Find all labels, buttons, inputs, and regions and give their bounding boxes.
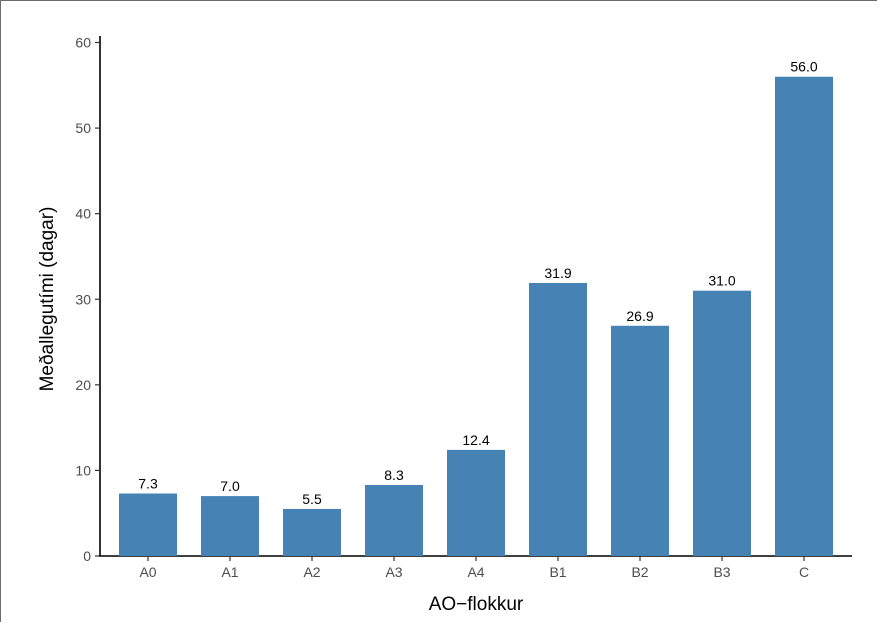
bar-a3: [365, 484, 423, 556]
x-tick-label: A0: [139, 564, 156, 580]
x-tick-label: A3: [385, 564, 402, 580]
bar-c: [775, 76, 833, 556]
x-axis: A0 A1 A2 A3 A4 B1 B2 B3 C: [99, 555, 852, 580]
data-label-a4: 12.4: [462, 432, 489, 448]
bar-a2: [283, 508, 341, 556]
data-labels: 7.3 7.0 5.5 8.3 12.4 31.9 26.9 31.0 56.0: [138, 59, 818, 507]
bar-b2: [611, 325, 669, 556]
y-tick-label: 50: [75, 120, 91, 136]
y-tick-label: 0: [83, 548, 91, 564]
x-tick-label: B1: [549, 564, 566, 580]
data-label-b3: 31.0: [708, 273, 735, 289]
data-label-b1: 31.9: [544, 265, 571, 281]
x-axis-title: AO−flokkur: [429, 594, 524, 615]
data-label-b2: 26.9: [626, 308, 653, 324]
data-label-a2: 5.5: [302, 491, 322, 507]
x-tick-label: A2: [303, 564, 320, 580]
x-tick-label: A4: [467, 564, 484, 580]
x-tick-label: A1: [221, 564, 238, 580]
x-tick-label: B2: [631, 564, 648, 580]
data-label-a0: 7.3: [138, 476, 158, 492]
bar-b3: [693, 290, 751, 556]
bar-b1: [529, 282, 587, 556]
bar-a4: [447, 449, 505, 556]
bar-a1: [201, 496, 259, 556]
data-label-a1: 7.0: [220, 478, 240, 494]
data-label-a3: 8.3: [384, 467, 404, 483]
y-tick-label: 30: [75, 291, 91, 307]
y-axis: 0 10 20 30 40 50 60: [75, 35, 101, 564]
y-tick-label: 60: [75, 35, 91, 51]
data-label-c: 56.0: [790, 59, 817, 75]
x-tick-label: B3: [713, 564, 730, 580]
y-axis-title: Meðallegutími (dagar): [37, 207, 58, 392]
y-tick-label: 20: [75, 377, 91, 393]
bar-a0: [119, 493, 177, 556]
bars: [119, 76, 833, 556]
y-tick-label: 10: [75, 462, 91, 478]
x-tick-label: C: [799, 564, 809, 580]
y-tick-label: 40: [75, 206, 91, 222]
